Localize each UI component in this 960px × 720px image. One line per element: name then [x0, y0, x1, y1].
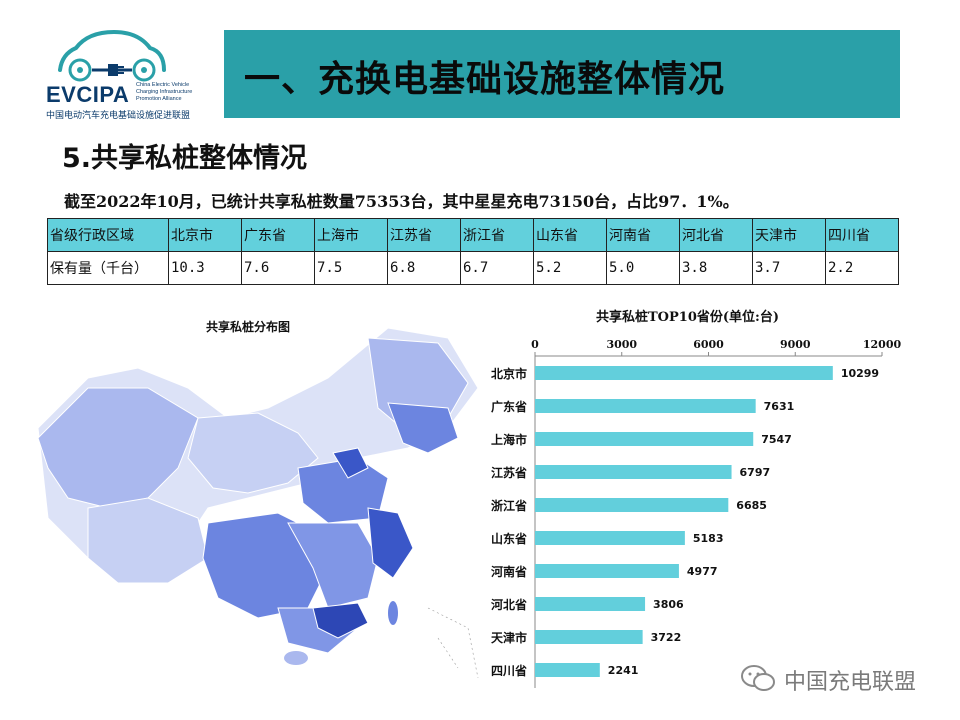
category-label: 上海市 [491, 432, 527, 447]
bar-value-label: 6797 [740, 466, 771, 479]
category-label: 河南省 [490, 564, 527, 579]
logo-brand-text: EVCIPA [46, 82, 130, 107]
category-label: 四川省 [491, 663, 527, 678]
table-header-cell: 四川省 [825, 218, 899, 252]
table-header-cell: 上海市 [314, 218, 388, 252]
bar [535, 597, 646, 611]
map-region-light [37, 387, 199, 509]
map-region-mid [287, 522, 379, 609]
table-cell: 10.3 [168, 251, 242, 285]
map-region-light [187, 412, 319, 494]
table-header-cell: 广东省 [241, 218, 315, 252]
category-label: 北京市 [491, 366, 527, 381]
x-tick-label: 3000 [606, 338, 637, 351]
table-header-cell: 江苏省 [387, 218, 461, 252]
x-tick-label: 6000 [693, 338, 724, 351]
x-tick-label: 0 [531, 338, 539, 351]
bar-value-label: 3806 [653, 598, 684, 611]
table-header-cell: 北京市 [168, 218, 242, 252]
evcipa-logo: EVCIPA China Electric Vehicle Charging I… [44, 26, 214, 126]
bar-value-label: 4977 [687, 565, 718, 578]
title-banner: 一、充换电基础设施整体情况 [224, 30, 900, 118]
page-title: 一、充换电基础设施整体情况 [244, 59, 726, 100]
bar [535, 399, 756, 413]
chart-title: 共享私桩TOP10省份(单位:台) [596, 310, 779, 325]
bar [535, 432, 754, 446]
map-title: 共享私桩分布图 [206, 320, 291, 334]
bar-value-label: 5183 [693, 532, 724, 545]
table-cell: 7.5 [314, 251, 388, 285]
bar-value-label: 6685 [736, 499, 767, 512]
x-tick-label: 12000 [863, 338, 902, 351]
map-region-dark [367, 507, 414, 579]
category-label: 浙江省 [491, 498, 527, 513]
x-tick-label: 9000 [780, 338, 811, 351]
watermark-text: 中国充电联盟 [784, 670, 917, 695]
category-label: 河北省 [490, 597, 527, 612]
map-region-mid [387, 402, 459, 454]
category-label: 江苏省 [491, 465, 527, 480]
map-outline [427, 607, 479, 679]
table-cell: 6.8 [387, 251, 461, 285]
bar [535, 465, 732, 479]
ev-car-logo-icon [58, 29, 166, 82]
logo-subtitle-cn: 中国电动汽车充电基础设施促进联盟 [46, 111, 191, 121]
bar-value-label: 7547 [761, 433, 792, 446]
map-region-light [87, 497, 209, 584]
table-header-cell: 浙江省 [460, 218, 534, 252]
category-label: 山东省 [491, 531, 527, 546]
table-cell: 2.2 [825, 251, 899, 285]
bar-value-label: 2241 [608, 664, 639, 677]
table-header-cell: 天津市 [752, 218, 826, 252]
bar-value-label: 10299 [841, 367, 879, 380]
table-cell: 5.2 [533, 251, 607, 285]
province-table: 省级行政区域 北京市 广东省 上海市 江苏省 浙江省 山东省 河南省 河北省 天… [47, 218, 899, 285]
table-cell: 3.7 [752, 251, 826, 285]
table-cell: 3.8 [679, 251, 753, 285]
bar [535, 564, 679, 578]
top10-bar-chart: 0 3000 6000 9000 12000 北京市 10299 广东省 7631 上海市 7547… [490, 338, 902, 688]
table-header-row: 省级行政区域 北京市 广东省 上海市 江苏省 浙江省 山东省 河南省 河北省 天… [47, 218, 899, 252]
bar-value-label: 3722 [651, 631, 682, 644]
china-distribution-map [37, 327, 479, 679]
table-header-cell: 河南省 [606, 218, 680, 252]
table-cell: 6.7 [460, 251, 534, 285]
table-header-label: 省级行政区域 [47, 218, 169, 252]
summary-text: 截至2022年10月，已统计共享私桩数量75353台，其中星星充电73150台，… [64, 192, 739, 211]
wechat-icon [741, 665, 775, 691]
bar [535, 498, 729, 512]
bar [535, 366, 833, 380]
table-cell: 5.0 [606, 251, 680, 285]
bar-value-label: 7631 [764, 400, 795, 413]
table-row-label: 保有量（千台） [47, 251, 169, 285]
bar [535, 663, 600, 677]
category-label: 广东省 [491, 399, 527, 414]
map-region-light [388, 601, 398, 625]
table-header-cell: 山东省 [533, 218, 607, 252]
section-title: 5.共享私桩整体情况 [62, 143, 308, 174]
wechat-watermark: 中国充电联盟 [740, 662, 940, 695]
map-region-light [284, 651, 308, 665]
map-region-dark [312, 602, 369, 639]
category-label: 天津市 [491, 630, 527, 645]
logo-subtitle-en: China Electric Vehicle Charging Infrastr… [136, 82, 193, 102]
table-header-cell: 河北省 [679, 218, 753, 252]
map-region-dark [332, 447, 369, 479]
bar [535, 531, 685, 545]
bar [535, 630, 643, 644]
table-row: 保有量（千台） 10.3 7.6 7.5 6.8 6.7 5.2 5.0 3.8… [47, 251, 899, 285]
table-cell: 7.6 [241, 251, 315, 285]
